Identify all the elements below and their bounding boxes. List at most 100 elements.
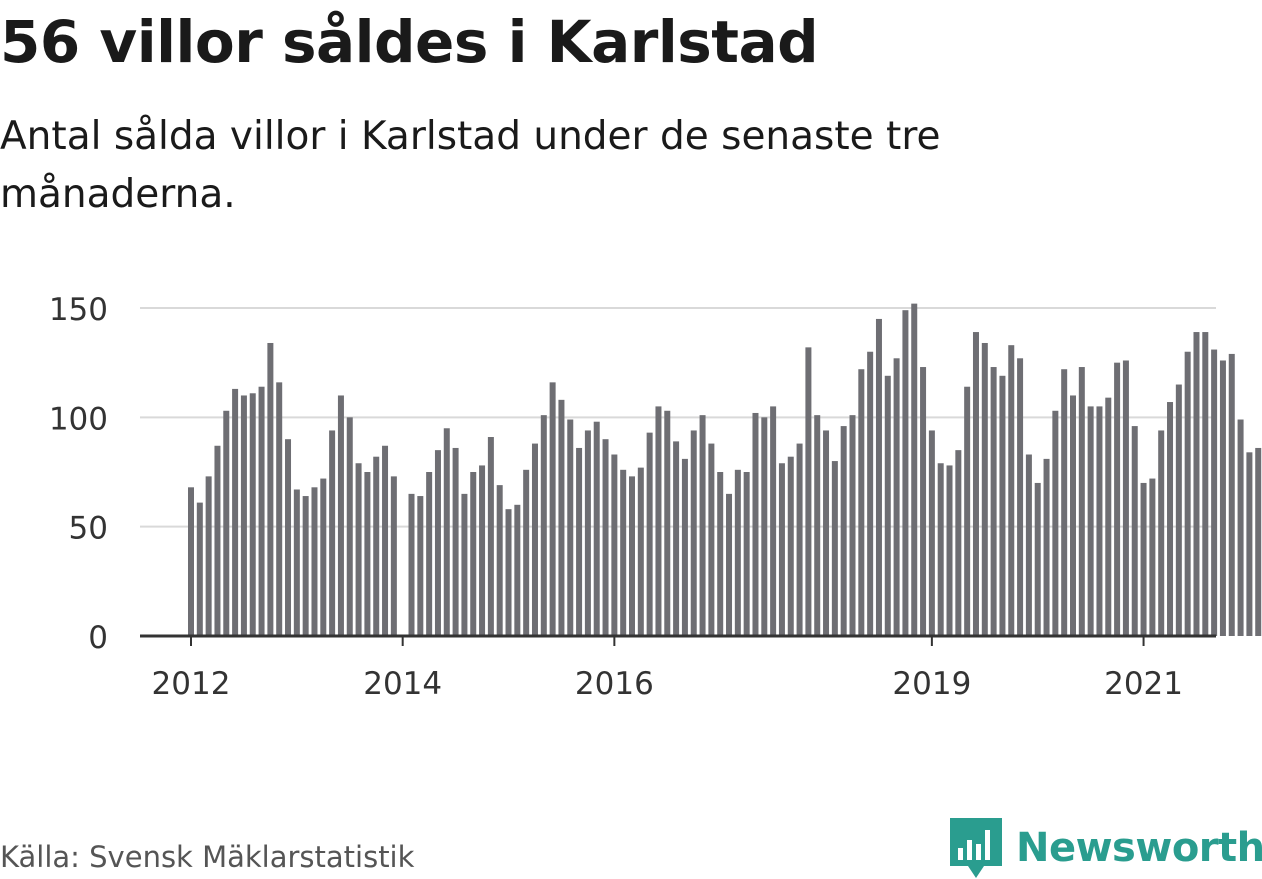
bar	[629, 476, 635, 636]
source-note: Källa: Svensk Mäklarstatistik	[0, 840, 415, 874]
y-tick-label: 100	[49, 401, 108, 437]
bar	[1193, 332, 1200, 636]
bar	[1070, 395, 1076, 636]
bar	[717, 472, 724, 636]
bar	[223, 410, 230, 636]
bar	[805, 347, 812, 636]
bar	[972, 332, 979, 636]
y-tick-label: 0	[88, 620, 108, 656]
bar	[188, 487, 194, 636]
bar	[514, 504, 521, 636]
brand-name: Newsworthy	[1016, 825, 1262, 871]
bar	[1105, 397, 1112, 636]
bar	[875, 318, 882, 636]
bar	[814, 415, 821, 636]
bar	[1131, 426, 1138, 636]
bar	[823, 430, 830, 636]
chart-subtitle: Antal sålda villor i Karlstad under de s…	[0, 114, 941, 217]
bar	[302, 496, 309, 636]
bar	[267, 342, 274, 636]
bar	[867, 351, 874, 636]
chart-title: 56 villor såldes i Karlstad	[0, 8, 819, 76]
bar	[1061, 369, 1068, 636]
bar	[346, 417, 353, 636]
bar	[1219, 360, 1226, 636]
bar	[796, 443, 803, 636]
y-tick-label: 50	[69, 511, 108, 547]
bar	[840, 426, 847, 636]
bar	[673, 441, 680, 636]
bar	[655, 406, 662, 636]
bar	[390, 476, 397, 636]
bar	[787, 456, 794, 636]
bar	[646, 432, 653, 636]
bar	[664, 410, 671, 636]
bar	[205, 476, 212, 636]
bar	[1167, 402, 1174, 636]
bar	[1052, 410, 1059, 636]
y-tick-label: 150	[49, 292, 108, 328]
bar	[928, 430, 935, 636]
bar	[355, 463, 362, 636]
bar	[849, 415, 856, 636]
bar	[964, 386, 971, 636]
newsworthy-logo-icon	[950, 818, 1002, 878]
bar	[1228, 353, 1235, 636]
bar	[911, 303, 918, 636]
bar	[1202, 332, 1209, 636]
x-tick-label: 2019	[892, 666, 971, 702]
x-tick-label: 2016	[575, 666, 654, 702]
bar	[293, 489, 300, 636]
bar	[752, 412, 759, 636]
bar	[1122, 360, 1129, 636]
bar	[690, 430, 697, 636]
bar	[196, 502, 203, 636]
bar	[373, 456, 380, 636]
bar	[920, 367, 927, 636]
bar	[567, 419, 574, 636]
bar	[232, 388, 239, 636]
bar	[981, 342, 988, 636]
x-tick-label: 2012	[152, 666, 231, 702]
bar	[1034, 482, 1041, 636]
bar	[584, 430, 591, 636]
bar	[576, 447, 583, 636]
bar	[884, 375, 891, 636]
bar	[408, 493, 415, 636]
bar	[593, 421, 600, 636]
bar	[761, 417, 768, 636]
bar	[778, 463, 785, 636]
bar-chart: 05010015020122014201620192021202356	[49, 292, 1262, 702]
bar	[311, 487, 318, 636]
bar	[549, 382, 556, 636]
bar	[602, 439, 609, 636]
bar	[990, 367, 997, 636]
bar	[337, 395, 344, 636]
bar	[946, 465, 953, 636]
bar	[470, 472, 477, 636]
bar	[620, 469, 627, 636]
bar	[214, 445, 221, 636]
bar	[699, 415, 706, 636]
bar	[734, 469, 741, 636]
bar	[1237, 419, 1244, 636]
bar	[452, 447, 459, 636]
bar	[320, 478, 327, 636]
bar	[893, 358, 900, 636]
bar	[276, 382, 283, 636]
bar	[1175, 384, 1182, 636]
bar	[461, 493, 468, 636]
bar	[523, 469, 530, 636]
x-tick-label: 2021	[1104, 666, 1183, 702]
bar	[487, 437, 494, 636]
newsworthy-logo[interactable]: Newsworthy	[950, 818, 1262, 878]
bar	[382, 445, 389, 636]
bar	[1078, 367, 1085, 636]
bar	[858, 369, 865, 636]
bar	[681, 458, 688, 636]
bar	[426, 472, 433, 636]
bar	[417, 496, 424, 636]
bar	[329, 430, 336, 636]
bar	[1043, 458, 1050, 636]
bar	[496, 485, 503, 636]
